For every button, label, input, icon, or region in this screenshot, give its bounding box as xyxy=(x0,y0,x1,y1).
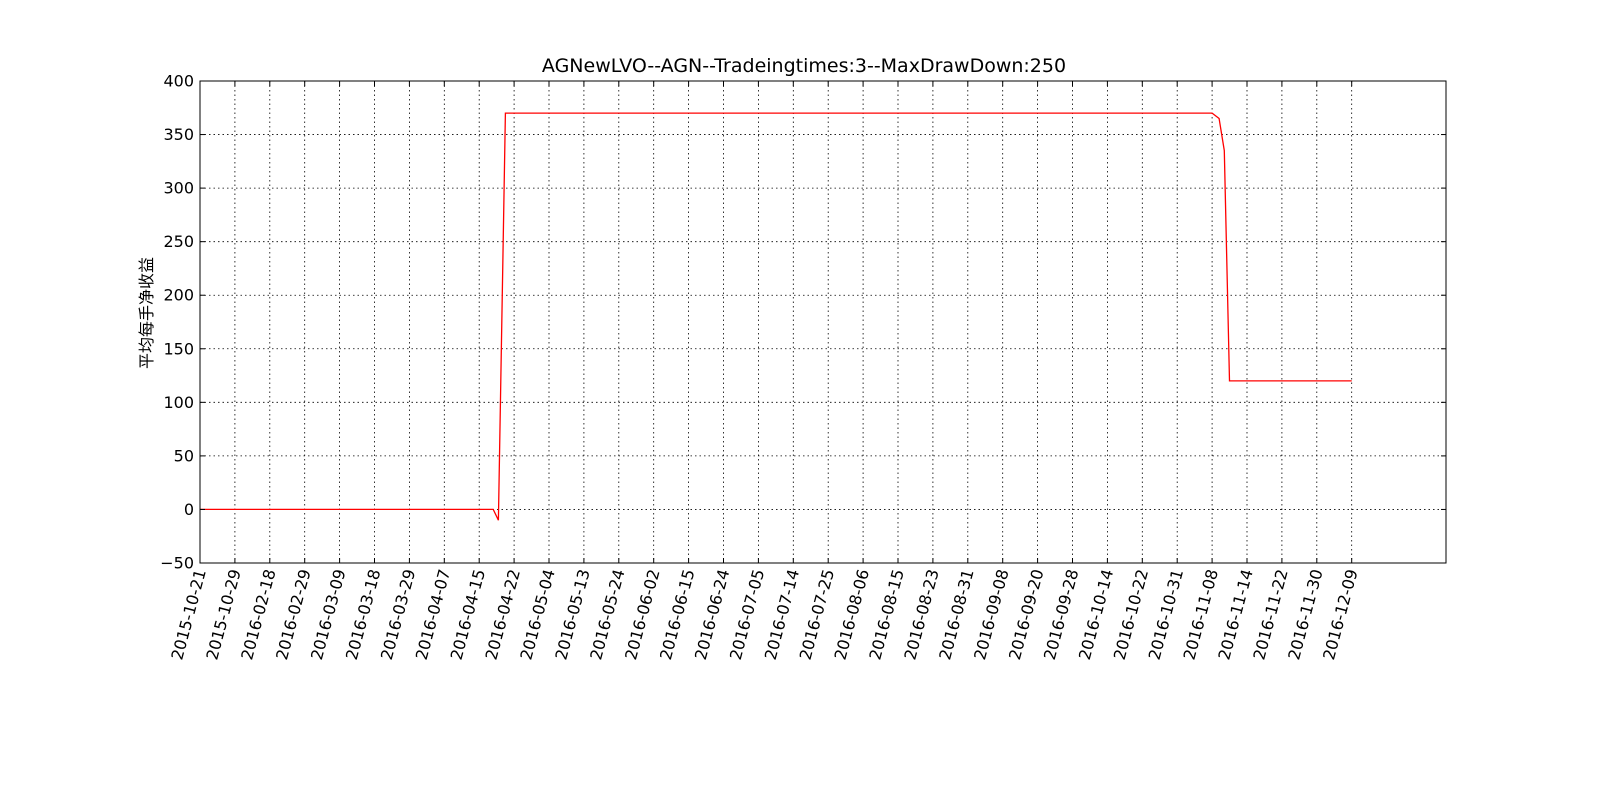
x-tick-label: 2016-02-29 xyxy=(272,567,314,662)
x-tick-label: 2016-07-14 xyxy=(761,567,803,662)
x-tick-label: 2016-10-31 xyxy=(1145,567,1187,662)
y-tick-label: 300 xyxy=(163,179,194,198)
y-tick-label: 100 xyxy=(163,393,194,412)
x-tick-label: 2016-11-08 xyxy=(1180,567,1222,662)
x-tick-label: 2016-11-30 xyxy=(1284,567,1326,662)
x-tick-label: 2016-05-04 xyxy=(516,567,558,662)
series-layer xyxy=(200,112,1352,521)
x-tick-label: 2016-06-15 xyxy=(656,567,698,662)
x-tick-label: 2016-03-29 xyxy=(377,567,419,662)
x-tick-label: 2016-11-22 xyxy=(1249,567,1291,662)
x-tick-label: 2016-10-14 xyxy=(1075,567,1117,662)
y-tick-label: 350 xyxy=(163,125,194,144)
y-tick-label: 250 xyxy=(163,232,194,251)
x-tick-label: 2016-08-31 xyxy=(935,567,977,662)
grid xyxy=(200,81,1446,563)
x-tick-label: 2016-07-25 xyxy=(796,567,838,662)
y-axis: 400 350 300 250 200 150 100 50 0 −50 xyxy=(160,72,1446,573)
x-tick-label: 2016-03-18 xyxy=(342,567,384,662)
x-tick-label: 2016-05-13 xyxy=(551,567,593,662)
x-tick-label: 2016-08-23 xyxy=(900,567,942,662)
x-tick-label: 2016-04-15 xyxy=(447,567,489,662)
x-tick-label: 2015-10-29 xyxy=(202,567,244,662)
x-tick-label: 2016-09-20 xyxy=(1005,567,1047,662)
plot-frame xyxy=(199,80,1447,564)
x-tick-label: 2016-02-18 xyxy=(237,567,279,662)
y-tick-label: 150 xyxy=(163,339,194,358)
x-tick-label: 2016-05-24 xyxy=(586,567,628,662)
x-tick-label: 2015-10-21 xyxy=(167,567,209,662)
series-line xyxy=(200,112,1352,521)
x-tick-label: 2016-12-09 xyxy=(1319,567,1361,662)
y-tick-label: −50 xyxy=(160,554,194,573)
x-tick-label: 2016-04-07 xyxy=(412,567,454,662)
x-tick-label: 2016-11-14 xyxy=(1214,567,1256,662)
x-tick-label: 2016-09-08 xyxy=(970,567,1012,662)
x-tick-label: 2016-04-22 xyxy=(482,567,524,662)
x-axis: 2015-10-212015-10-292016-02-182016-02-29… xyxy=(167,81,1362,662)
x-tick-label: 2016-09-28 xyxy=(1040,567,1082,662)
x-tick-label: 2016-08-15 xyxy=(865,567,907,662)
y-tick-label: 0 xyxy=(184,500,194,519)
chart-title: AGNewLVO--AGN--Tradeingtimes:3--MaxDrawD… xyxy=(542,55,1066,77)
x-tick-label: 2016-08-06 xyxy=(831,567,873,662)
y-tick-label: 50 xyxy=(174,446,194,465)
x-tick-label: 2016-10-22 xyxy=(1110,567,1152,662)
x-tick-label: 2016-06-02 xyxy=(621,567,663,662)
x-tick-label: 2016-06-24 xyxy=(691,567,733,662)
y-tick-label: 400 xyxy=(163,72,194,91)
x-tick-label: 2016-03-09 xyxy=(307,567,349,662)
y-tick-label: 200 xyxy=(163,286,194,305)
y-axis-label: 平均每手净收益 xyxy=(137,257,156,369)
x-tick-label: 2016-07-05 xyxy=(726,567,768,662)
